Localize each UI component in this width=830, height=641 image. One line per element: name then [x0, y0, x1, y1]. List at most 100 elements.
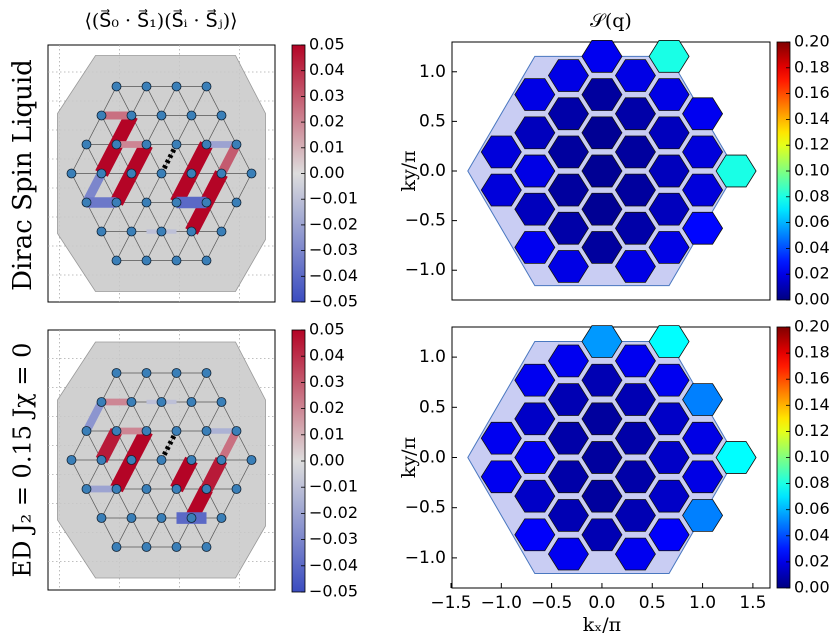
hexagon	[614, 211, 656, 245]
lattice-edge	[131, 488, 147, 519]
site	[201, 197, 212, 208]
bond	[95, 428, 123, 463]
lattice-edge	[221, 488, 237, 519]
y-axis-label: ky/π	[398, 437, 420, 478]
colorbar-tick-label: 0.10	[794, 447, 830, 466]
colorbar-tick-label: 0.02	[794, 551, 830, 570]
site	[141, 197, 152, 208]
lattice-edge	[176, 86, 192, 116]
hexagon	[581, 40, 623, 73]
hexagon	[581, 325, 623, 358]
site	[156, 513, 167, 523]
site	[141, 368, 152, 378]
colorbar-tick-label: 0.00	[309, 163, 345, 182]
colorbar-tick-label: −0.01	[309, 189, 358, 208]
hexagon	[514, 192, 556, 226]
hexagon	[581, 231, 623, 264]
lattice-edge	[146, 459, 162, 490]
lattice-edge	[146, 202, 162, 232]
row-label: ED J₂ = 0.15 Jχ = 0	[9, 343, 37, 578]
hexagon	[514, 154, 556, 188]
site	[171, 81, 182, 92]
y-tick-label: 0.0	[419, 448, 446, 468]
site	[111, 542, 122, 552]
hexagon	[480, 460, 522, 494]
site	[216, 513, 227, 523]
hexagon	[514, 441, 556, 474]
lattice-edge	[101, 372, 117, 403]
hexagon	[547, 499, 589, 532]
bond	[95, 141, 123, 177]
lattice-edge	[116, 202, 132, 232]
hexagon	[547, 250, 589, 283]
hexagon	[581, 363, 623, 397]
lattice-edge	[146, 115, 162, 145]
hexagon	[648, 518, 690, 552]
hexagon	[547, 211, 589, 245]
lattice-edge	[206, 86, 222, 116]
site	[201, 255, 212, 266]
hexagon	[682, 135, 724, 169]
hexagon	[614, 344, 656, 378]
site	[231, 197, 242, 208]
hexagon	[648, 441, 690, 474]
bond	[185, 141, 213, 177]
colorbar-tick-label: 0.10	[794, 161, 830, 180]
hexagon	[648, 192, 690, 226]
lattice-edge	[206, 517, 222, 548]
site	[126, 455, 137, 465]
lattice-edge	[161, 144, 177, 174]
y-tick-label: 0.0	[419, 161, 446, 181]
hexagon	[514, 363, 556, 397]
hexagon	[581, 402, 623, 436]
bond	[217, 429, 241, 462]
bond	[110, 170, 138, 206]
y-tick-label: −0.5	[405, 498, 446, 518]
hexagon	[547, 344, 589, 378]
hexagon	[682, 211, 724, 245]
site	[111, 197, 122, 208]
site	[141, 484, 152, 494]
site	[171, 139, 182, 150]
lattice-edge	[131, 231, 147, 261]
site	[216, 168, 227, 179]
bond	[82, 400, 106, 433]
hexagon	[514, 402, 556, 436]
hexagon	[514, 479, 556, 513]
site	[156, 455, 167, 465]
site	[81, 426, 92, 436]
colorbar-tick-label: −0.02	[309, 214, 358, 233]
colorbar-tick-label: 0.00	[794, 290, 830, 309]
hexagon	[648, 363, 690, 397]
hexagon	[648, 325, 690, 358]
x-axis-label: kₓ/π	[583, 614, 621, 636]
colorbar-tick-label: 0.04	[794, 525, 830, 544]
y-tick-label: 1.0	[419, 62, 446, 82]
lattice-edge	[191, 231, 207, 261]
hexagon	[682, 173, 724, 207]
colorbar-tick-label: −0.02	[309, 503, 358, 522]
lattice-edge	[206, 115, 222, 145]
hexagon	[614, 537, 656, 571]
colorbar-tick-label: −0.05	[309, 582, 358, 601]
site	[126, 513, 137, 523]
lattice-edge	[71, 459, 87, 490]
colorbar-tick-label: 0.14	[794, 395, 830, 414]
site	[216, 455, 227, 465]
colorbar-tick-label: −0.03	[309, 240, 358, 259]
hexagon	[682, 383, 724, 416]
hexagon	[614, 460, 656, 494]
site	[111, 426, 122, 436]
site	[96, 168, 107, 179]
site	[216, 397, 227, 407]
bond	[110, 456, 138, 493]
lattice-edge	[131, 401, 147, 432]
lattice-edge	[161, 202, 177, 232]
site	[201, 542, 212, 552]
site	[126, 110, 137, 121]
lattice-edge	[176, 115, 192, 145]
lattice-edge	[146, 401, 162, 432]
bond	[125, 141, 153, 177]
colorbar-tick-label: 0.04	[794, 238, 830, 257]
